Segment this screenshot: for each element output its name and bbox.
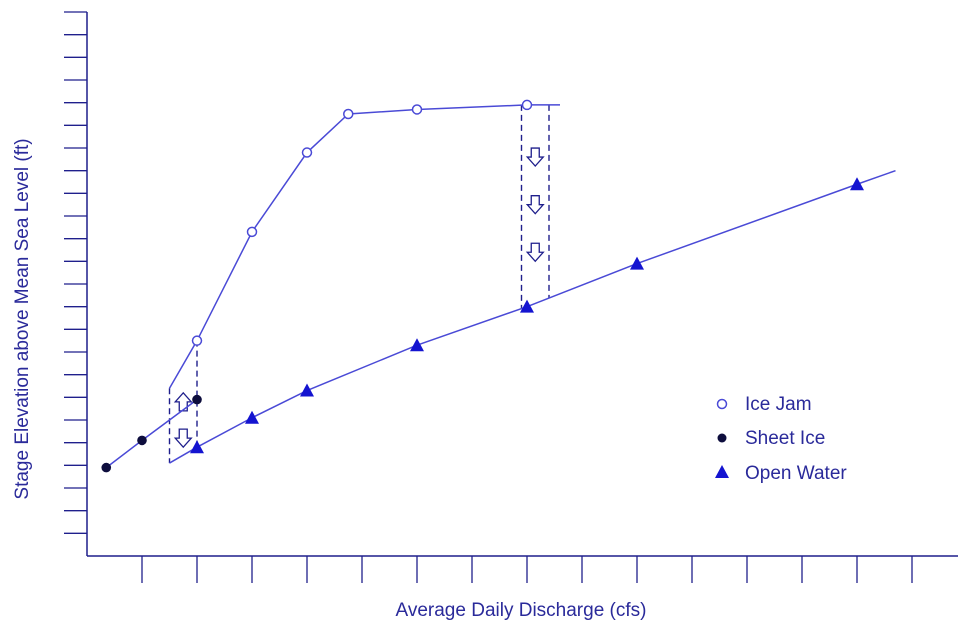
legend-sheet-ice-label: Sheet Ice <box>745 428 825 449</box>
open-water-line <box>169 169 896 464</box>
arrow-up-icon <box>173 391 193 412</box>
chart-legend: Ice Jam Sheet Ice Open Water <box>715 394 847 484</box>
open-water-point <box>410 338 424 352</box>
sheet-ice-point <box>101 462 112 473</box>
chart-axes <box>64 11 958 583</box>
ice-jam-point <box>301 147 313 158</box>
legend-open-water-marker <box>715 465 729 478</box>
legend-ice-jam-marker <box>716 398 728 410</box>
legend-open-water-label: Open Water <box>745 463 847 484</box>
open-water-point <box>300 383 314 397</box>
ice-jam-point <box>521 99 533 111</box>
ice-jam-point <box>246 226 258 238</box>
arrow-down-icon <box>525 147 545 168</box>
ice-jam-point <box>343 108 354 120</box>
legend-sheet-ice-marker <box>717 433 727 443</box>
sheet-ice-point <box>192 394 202 405</box>
sheet-ice-point <box>137 435 147 446</box>
ice-jam-point <box>411 104 423 115</box>
legend-ice-jam-label: Ice Jam <box>745 394 812 415</box>
arrow-down-icon <box>173 428 193 449</box>
y-axis-label: Stage Elevation above Mean Sea Level (ft… <box>12 138 33 499</box>
arrow-down-icon <box>525 242 545 263</box>
ice-jam-line <box>168 104 560 389</box>
arrow-down-icon <box>525 195 545 215</box>
open-water-point <box>520 299 534 313</box>
open-water-point <box>630 256 644 270</box>
open-water-point <box>850 177 864 191</box>
ice-jam-point <box>191 335 203 346</box>
open-water-point <box>245 410 259 424</box>
x-axis-label: Average Daily Discharge (cfs) <box>396 600 647 621</box>
open-water-point <box>190 440 204 454</box>
chart-series <box>101 99 896 473</box>
